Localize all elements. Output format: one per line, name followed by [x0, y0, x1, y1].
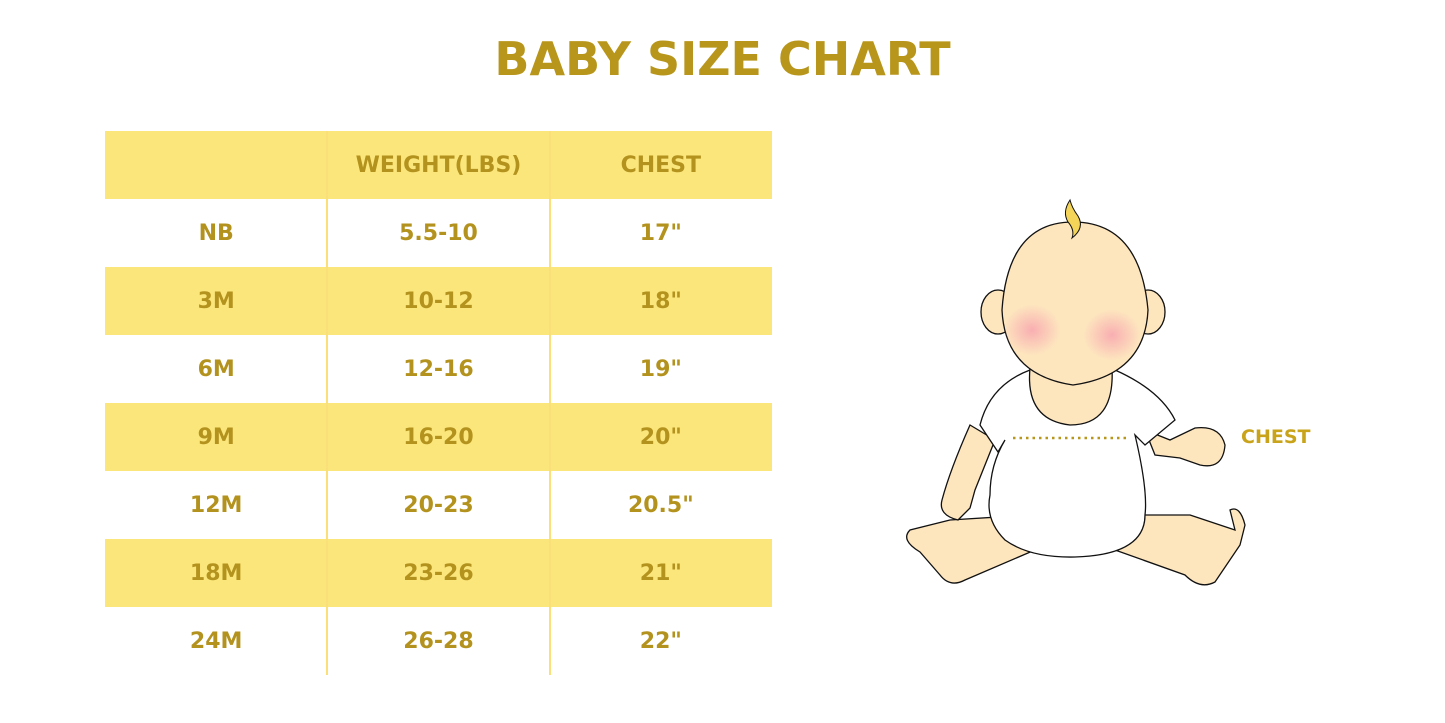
- chest-label: CHEST: [1241, 426, 1311, 448]
- cell-weight: 5.5-10: [399, 220, 478, 246]
- table-row: 24M 26-28 22": [105, 607, 772, 675]
- cell-chest: 22": [639, 628, 682, 654]
- cell-chest: 20.5": [627, 492, 694, 518]
- cell-chest: 20": [639, 424, 682, 450]
- header-cell-size: [105, 131, 327, 199]
- cell-weight: 10-12: [403, 288, 474, 314]
- cell-chest: 21": [639, 560, 682, 586]
- table-row: 3M 10-12 18": [105, 267, 772, 335]
- cell-weight: 23-26: [403, 560, 474, 586]
- size-table: WEIGHT(LBS) CHEST NB 5.5-10 17" 3M 10-12 18" 6…: [105, 131, 772, 675]
- table-row: 12M 20-23 20.5": [105, 471, 772, 539]
- cell-weight: 20-23: [403, 492, 474, 518]
- column-divider: [549, 131, 551, 675]
- cell-size: 24M: [189, 628, 243, 654]
- cell-size: 12M: [189, 492, 243, 518]
- cell-weight: 12-16: [403, 356, 474, 382]
- cell-chest: 18": [639, 288, 682, 314]
- cell-chest: 19": [639, 356, 682, 382]
- table-row: 9M 16-20 20": [105, 403, 772, 471]
- cell-size: 9M: [197, 424, 235, 450]
- cell-chest: 17": [639, 220, 682, 246]
- cell-size: NB: [198, 220, 234, 246]
- header-cell-chest: CHEST: [620, 152, 702, 178]
- cell-weight: 26-28: [403, 628, 474, 654]
- cell-weight: 16-20: [403, 424, 474, 450]
- table-row: 18M 23-26 21": [105, 539, 772, 607]
- header-cell-weight: WEIGHT(LBS): [355, 152, 522, 178]
- page-title: BABY SIZE CHART: [494, 32, 951, 86]
- baby-illustration: [906, 198, 1246, 586]
- table-row: 6M 12-16 19": [105, 335, 772, 403]
- cell-size: 6M: [197, 356, 235, 382]
- column-divider: [326, 131, 328, 675]
- table-header-row: WEIGHT(LBS) CHEST: [105, 131, 772, 199]
- cell-size: 3M: [197, 288, 235, 314]
- table-row: NB 5.5-10 17": [105, 199, 772, 267]
- cell-size: 18M: [189, 560, 243, 586]
